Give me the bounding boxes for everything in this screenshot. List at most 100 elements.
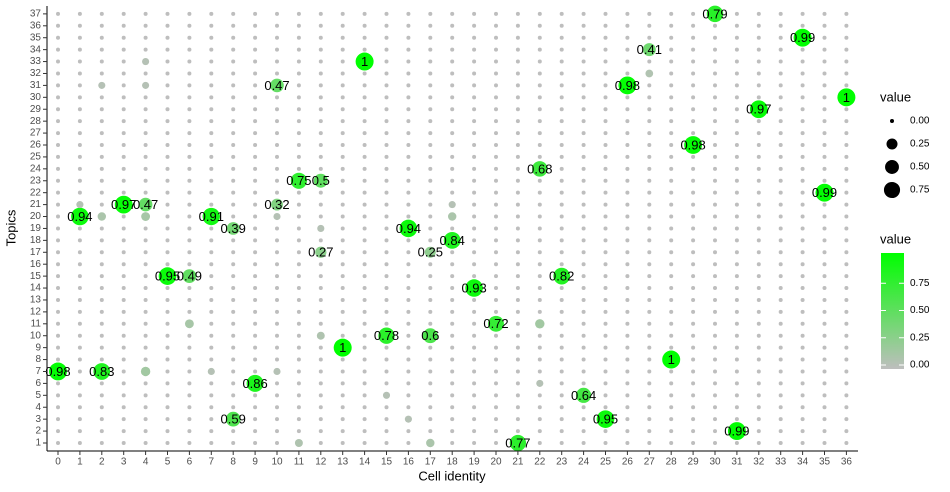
- dot: [472, 71, 477, 76]
- dot: [756, 369, 761, 374]
- dot: [691, 83, 696, 88]
- dot: [800, 23, 805, 28]
- dot: [581, 441, 586, 445]
- dot: [793, 28, 812, 47]
- dot: [537, 119, 542, 124]
- dot: [537, 405, 542, 410]
- dot: [472, 274, 477, 279]
- dot: [296, 238, 301, 243]
- dot: [99, 297, 104, 302]
- dot: [296, 417, 301, 422]
- dot: [647, 11, 652, 16]
- dot: [844, 202, 849, 207]
- dot: [231, 154, 236, 159]
- dot: [340, 166, 345, 171]
- dot: [165, 333, 170, 338]
- dot: [822, 95, 827, 100]
- dot: [318, 297, 323, 302]
- dot: [165, 107, 170, 112]
- dot: [362, 35, 367, 40]
- dot: [494, 369, 498, 374]
- dot: [428, 35, 433, 40]
- dot: [844, 154, 849, 159]
- dot: [428, 274, 433, 279]
- dot: [494, 286, 498, 291]
- dot: [76, 201, 84, 209]
- dot: [406, 23, 411, 28]
- dot: [406, 190, 411, 195]
- dot: [143, 309, 148, 314]
- dot: [143, 381, 148, 386]
- dot: [734, 59, 739, 64]
- dot: [756, 131, 761, 136]
- dot: [450, 297, 455, 302]
- dot: [362, 369, 367, 374]
- dot: [56, 321, 60, 326]
- dot: [603, 143, 608, 147]
- dot: [209, 166, 214, 171]
- dot: [734, 35, 739, 40]
- dot: [494, 238, 498, 243]
- dot: [537, 357, 542, 362]
- dot: [142, 57, 150, 66]
- dot: [625, 250, 630, 255]
- dot: [756, 274, 761, 279]
- dot: [362, 417, 367, 422]
- dot: [472, 119, 477, 124]
- dot: [77, 250, 82, 255]
- dot: [77, 393, 82, 398]
- dot: [209, 417, 214, 422]
- dot: [296, 321, 301, 326]
- dot: [253, 441, 258, 445]
- dot: [56, 238, 60, 243]
- value-label: 1: [843, 90, 850, 105]
- dot: [275, 357, 279, 362]
- color-legend-label: 0.50: [910, 305, 930, 316]
- dot: [537, 154, 542, 159]
- dot: [713, 297, 717, 302]
- dot: [253, 119, 258, 124]
- dot: [231, 71, 236, 76]
- dot: [56, 333, 60, 338]
- dot: [647, 143, 652, 147]
- dot: [756, 226, 761, 231]
- dot: [121, 190, 126, 195]
- dot: [472, 417, 477, 422]
- dot: [231, 47, 236, 52]
- dot: [581, 35, 586, 40]
- dot: [296, 202, 301, 207]
- dot: [537, 59, 542, 64]
- dot: [669, 274, 674, 279]
- dot: [647, 286, 652, 291]
- dot: [143, 166, 148, 171]
- dot: [515, 47, 520, 52]
- dot: [340, 214, 345, 219]
- dot: [231, 345, 236, 350]
- dot: [647, 83, 652, 88]
- dot: [77, 381, 82, 386]
- dot: [822, 393, 827, 398]
- dot: [603, 286, 608, 291]
- dot: [99, 59, 104, 64]
- dot: [844, 309, 849, 314]
- dot: [187, 166, 192, 171]
- dot: [472, 83, 477, 88]
- dot: [844, 441, 849, 445]
- dot: [296, 190, 301, 195]
- dot: [669, 143, 674, 147]
- dot: [472, 429, 477, 434]
- dot: [384, 23, 389, 28]
- dot: [515, 178, 520, 183]
- dot: [691, 107, 696, 112]
- dot: [603, 381, 608, 386]
- value-label: 0.75: [286, 173, 311, 188]
- dot: [77, 345, 82, 350]
- dot: [559, 11, 564, 16]
- dot: [56, 309, 60, 314]
- dot: [647, 333, 652, 338]
- dot: [625, 119, 630, 124]
- dot: [209, 35, 214, 40]
- dot: [472, 190, 477, 195]
- dot: [647, 381, 652, 386]
- dot: [581, 59, 586, 64]
